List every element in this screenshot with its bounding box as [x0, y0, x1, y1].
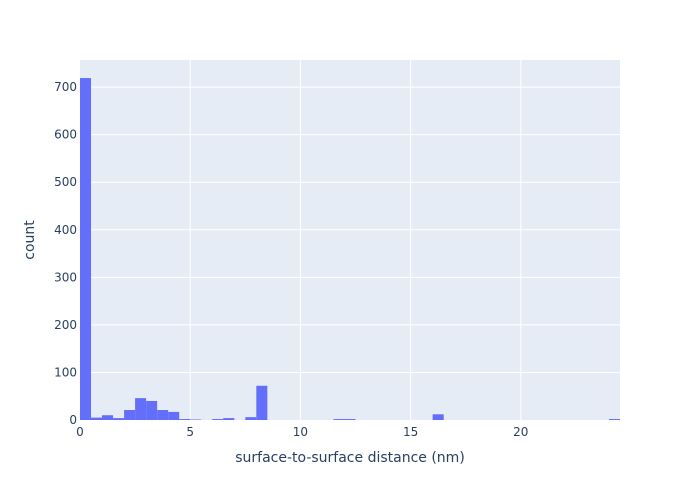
y-tick-label: 200 [54, 318, 77, 332]
histogram-bar [223, 418, 235, 420]
histogram-bar [344, 419, 356, 420]
histogram-bar [146, 400, 158, 420]
histogram-bar [80, 78, 92, 420]
plot-area [80, 60, 620, 420]
x-tick-label: 0 [76, 425, 84, 439]
x-axis-ticks: 0 5 10 15 20 [76, 425, 528, 439]
histogram-bar [256, 385, 268, 420]
histogram-bar [124, 410, 136, 420]
y-tick-label: 300 [54, 270, 77, 284]
bars [80, 78, 620, 420]
gridlines [80, 60, 620, 420]
y-tick-label: 400 [54, 223, 77, 237]
x-tick-label: 10 [293, 425, 308, 439]
histogram-bar [157, 410, 169, 420]
histogram-bar [113, 418, 125, 420]
y-axis-ticks: 0 100 200 300 400 500 600 700 [54, 80, 77, 427]
histogram-bar [102, 415, 114, 420]
histogram-bar [168, 411, 180, 420]
y-tick-label: 700 [54, 80, 77, 94]
histogram-bar [212, 419, 224, 420]
histogram-bar [608, 419, 620, 420]
histogram-bar [432, 414, 444, 420]
histogram-bar [245, 417, 257, 420]
x-tick-label: 15 [403, 425, 418, 439]
x-tick-label: 5 [186, 425, 194, 439]
histogram-bar [179, 419, 191, 420]
histogram-bar [91, 417, 103, 420]
y-axis-title: count [22, 220, 38, 260]
x-axis-title: surface-to-surface distance (nm) [235, 450, 465, 466]
y-tick-label: 500 [54, 175, 77, 189]
y-tick-label: 0 [69, 413, 77, 427]
x-tick-label: 20 [513, 425, 528, 439]
y-tick-label: 600 [54, 128, 77, 142]
histogram-bar [135, 398, 147, 420]
histogram-bar [333, 419, 345, 420]
y-tick-label: 100 [54, 365, 77, 379]
